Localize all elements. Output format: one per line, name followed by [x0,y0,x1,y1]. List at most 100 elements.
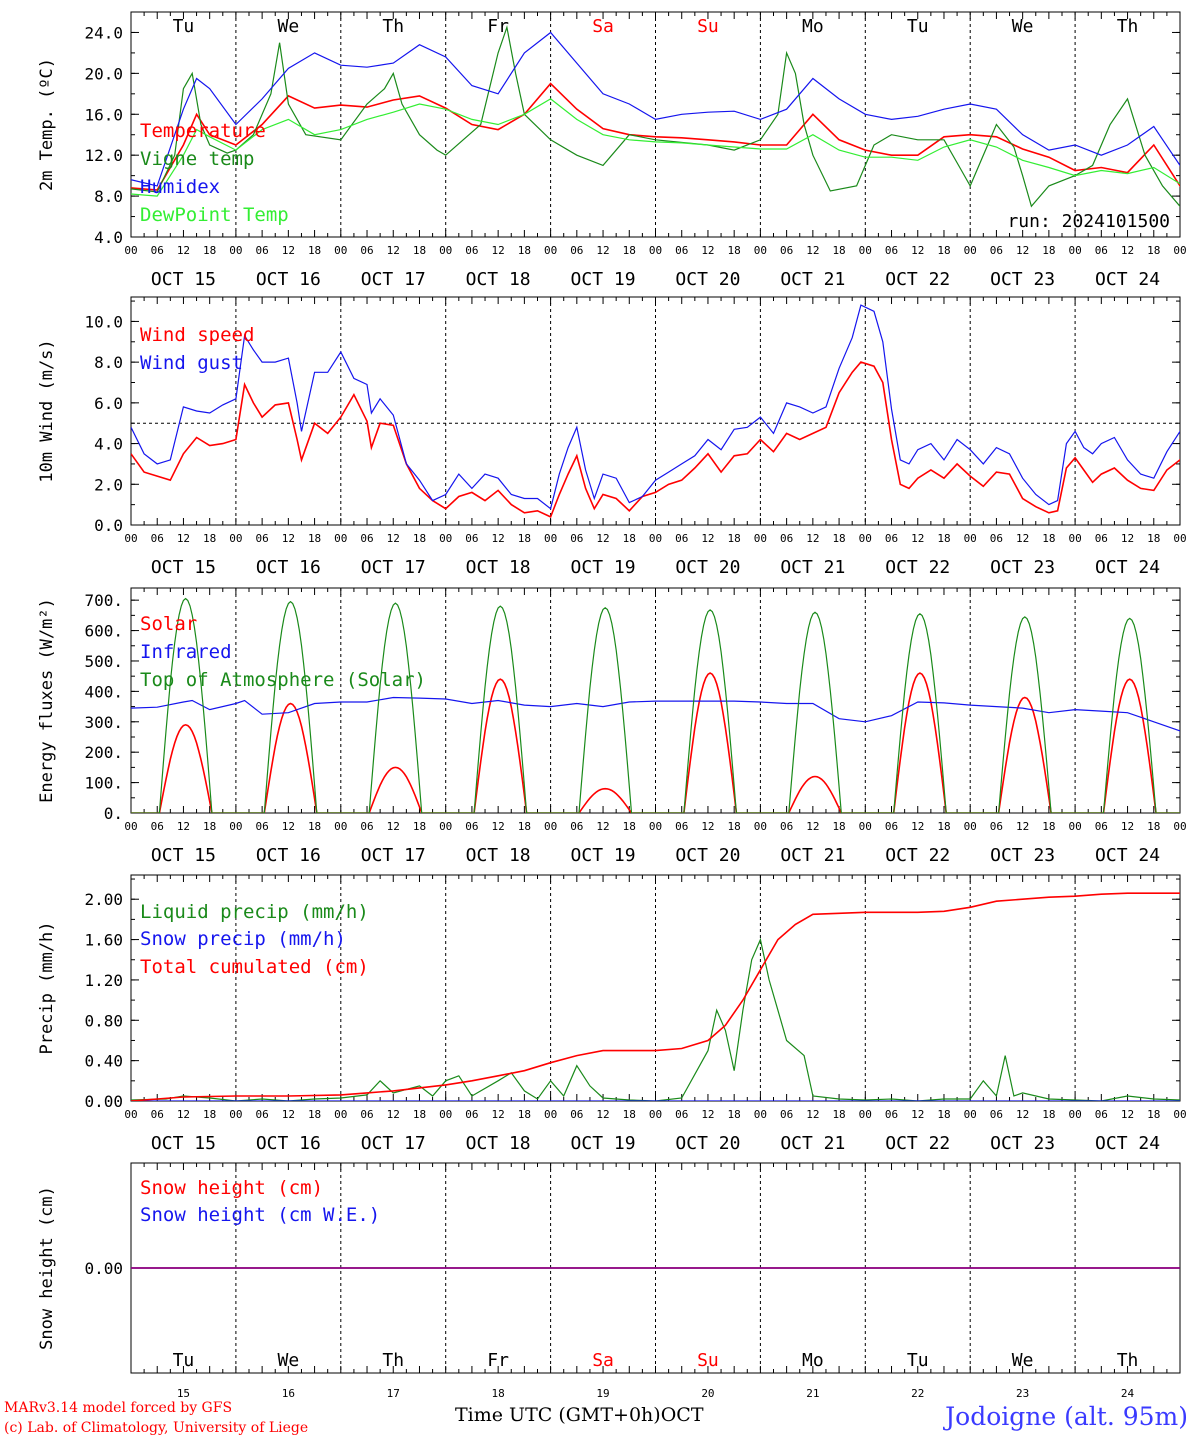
y-tick-label: 0.00 [84,1092,123,1111]
panel-5: 0.00 Snow height (cm) Tu We Th Fr Sa Su Mo Tu We Th… [37,1162,1181,1400]
station-name: Jodoigne (alt. 95m) [945,1402,1188,1431]
hour-tick-label: 00 [544,1108,557,1121]
hour-tick-label: 18 [413,532,426,545]
y-tick-label: 2.0 [94,475,123,494]
series-line-solar [131,672,1180,813]
hour-tick-label: 18 [1042,820,1055,833]
hour-tick-label: 00 [439,532,452,545]
hour-tick-label: 06 [675,1108,688,1121]
hour-tick-label: 06 [256,820,269,833]
day-number-label: 22 [911,1387,924,1400]
hour-tick-label: 06 [885,1108,898,1121]
hour-tick-label: 06 [885,532,898,545]
hour-tick-label: 18 [1042,532,1055,545]
credit-lab: (c) Lab. of Climatology, University of L… [4,1420,309,1436]
series-line-wind-gust [131,304,1180,510]
hour-tick-label: 06 [360,820,373,833]
hour-tick-label: 18 [518,244,531,257]
hour-tick-label: 06 [256,1108,269,1121]
hour-tick-label: 12 [701,1108,714,1121]
date-label: OCT 18 [466,845,531,866]
hour-tick-label: 00 [649,532,662,545]
date-label: OCT 20 [675,557,740,578]
date-label: OCT 21 [780,557,845,578]
hour-tick-label: 18 [1147,532,1160,545]
day-number-label: 19 [596,1387,609,1400]
hour-tick-label: 00 [334,1108,347,1121]
hour-tick-label: 06 [780,1108,793,1121]
legend-entry: Solar [140,613,197,635]
series-line-temperature [131,82,1180,191]
hour-tick-label: 00 [229,532,242,545]
hour-tick-label: 06 [465,532,478,545]
y-tick-label: 12.0 [84,146,123,165]
legend-entry: Total cumulated (cm) [140,956,369,978]
hour-tick-label: 00 [649,820,662,833]
hour-tick-label: 18 [1042,1108,1055,1121]
hour-tick-label: 18 [1042,244,1055,257]
hour-tick-label: 06 [1095,532,1108,545]
hour-tick-label: 18 [728,820,741,833]
hour-tick-label: 06 [1095,820,1108,833]
hour-tick-label: 06 [570,820,583,833]
weekday-label: Sa [592,16,614,37]
hour-tick-label: 06 [465,244,478,257]
weekday-label: Mo [802,1350,824,1371]
hour-tick-label: 12 [701,532,714,545]
date-label: OCT 17 [361,845,426,866]
weekday-label: We [278,1350,300,1371]
time-axis-month: OCT [660,1404,704,1426]
hour-tick-label: 12 [387,244,400,257]
hour-tick-label: 12 [1121,820,1134,833]
panel-2: 0.0 2.0 4.0 6.0 8.0 10.0 10m Wind (m/s) 00 06 12 1… [37,296,1187,578]
hour-tick-label: 12 [492,820,505,833]
y-tick-label: 0.00 [84,1259,123,1278]
hour-tick-label: 06 [1095,244,1108,257]
hour-tick-label: 00 [859,820,872,833]
hour-tick-label: 00 [439,244,452,257]
date-label: OCT 19 [571,557,636,578]
hour-tick-label: 18 [728,1108,741,1121]
hour-tick-label: 00 [1173,244,1186,257]
y-tick-label: 4.0 [94,228,123,247]
hour-tick-label: 00 [1068,1108,1081,1121]
hour-tick-label: 00 [964,820,977,833]
date-label: OCT 17 [361,269,426,290]
hour-tick-label: 12 [911,532,924,545]
hour-tick-label: 00 [334,244,347,257]
y-tick-label: 0.40 [84,1052,123,1071]
y-tick-label: 16.0 [84,105,123,124]
hour-tick-label: 18 [832,244,845,257]
date-label: OCT 18 [466,557,531,578]
hour-tick-label: 18 [308,1108,321,1121]
hour-tick-label: 12 [1121,532,1134,545]
hour-tick-label: 06 [465,1108,478,1121]
series-line-infrared [131,696,1180,732]
date-label: OCT 19 [571,845,636,866]
hour-tick-label: 06 [570,244,583,257]
date-label: OCT 16 [256,269,321,290]
date-label: OCT 23 [990,557,1055,578]
hour-tick-label: 12 [806,244,819,257]
hour-tick-label: 00 [334,532,347,545]
legend-entry: Snow height (cm W.E.) [140,1204,380,1226]
hour-tick-label: 18 [832,820,845,833]
weekday-label: We [1012,16,1034,37]
hour-tick-label: 00 [1068,820,1081,833]
y-axis-title: Precip (mm/h) [37,921,57,1054]
hour-tick-label: 06 [1095,1108,1108,1121]
hour-tick-label: 12 [1016,1108,1029,1121]
date-label: OCT 23 [990,1133,1055,1154]
y-tick-label: 20.0 [84,64,123,83]
hour-tick-label: 00 [544,244,557,257]
hour-tick-label: 00 [544,532,557,545]
weekday-label: We [278,16,300,37]
hour-tick-label: 18 [413,244,426,257]
hour-tick-label: 06 [360,532,373,545]
date-label: OCT 18 [466,1133,531,1154]
weekday-label: Su [697,16,719,37]
series-group [131,597,1180,813]
hour-tick-label: 12 [387,532,400,545]
hour-tick-label: 12 [806,820,819,833]
hour-tick-label: 12 [911,820,924,833]
